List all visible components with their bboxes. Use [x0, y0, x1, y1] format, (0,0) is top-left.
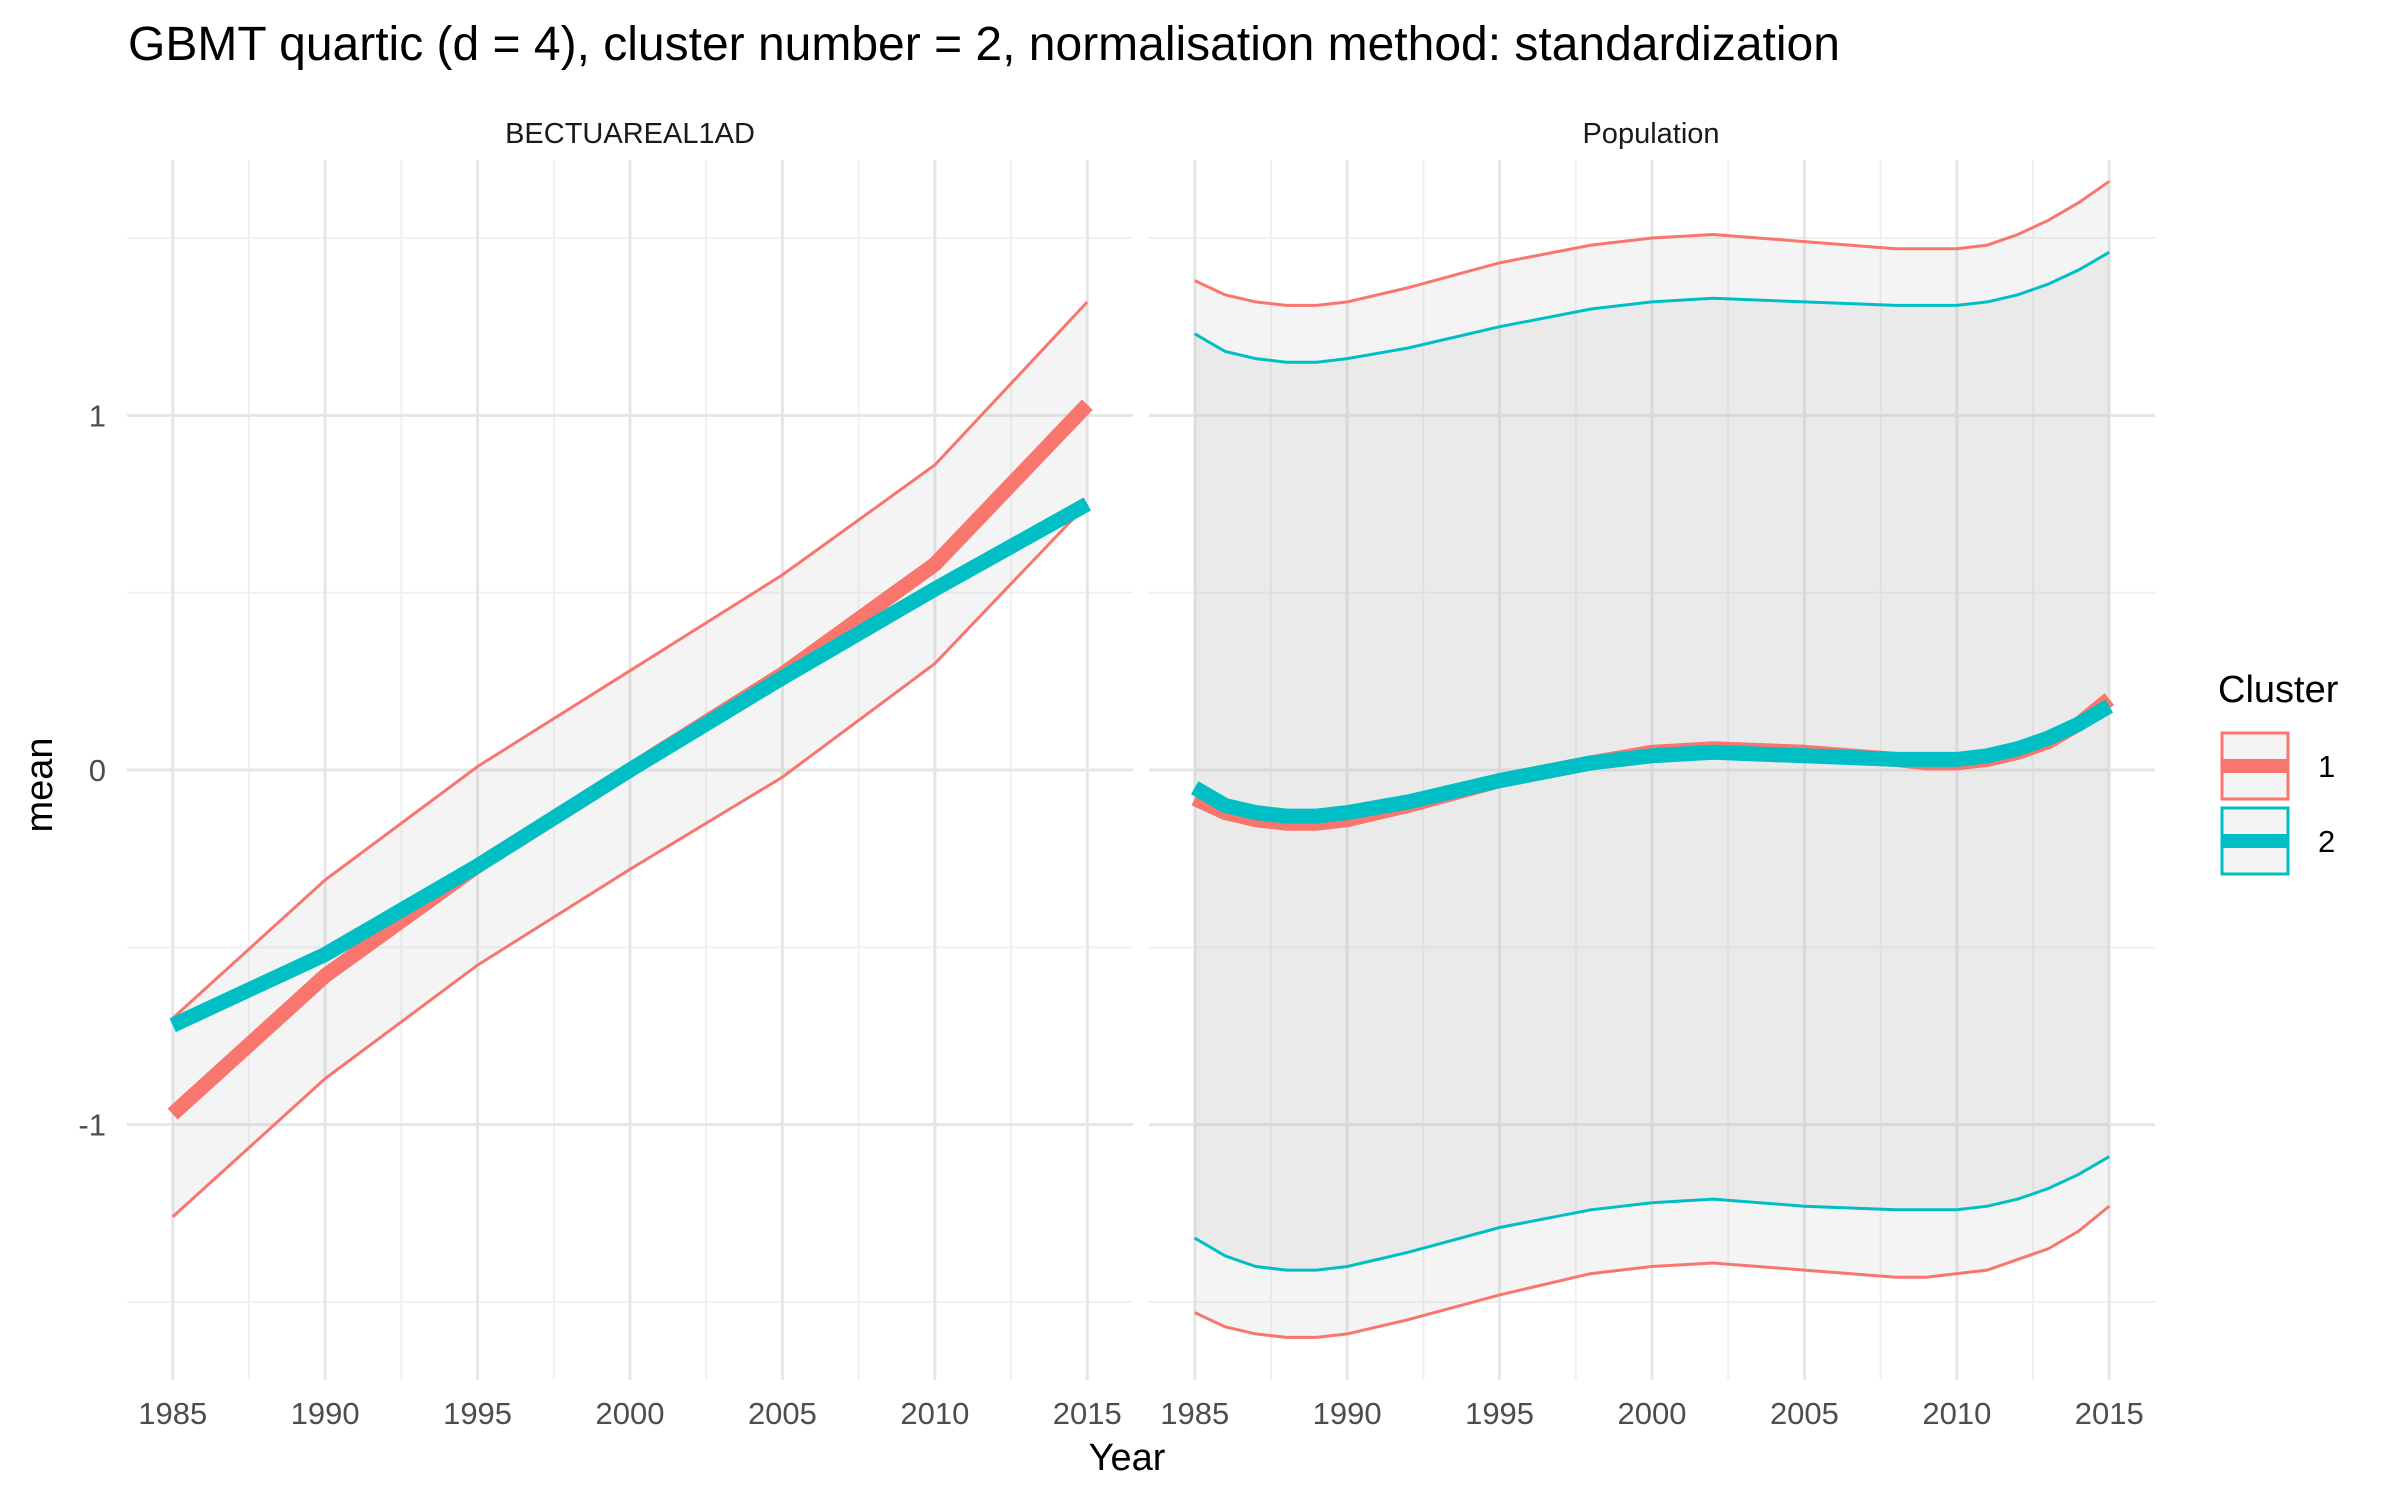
- panel-strip-right: Population: [1582, 118, 1719, 150]
- legend-label-cluster-1: 1: [2318, 749, 2335, 784]
- legend: Cluster 1 2: [2218, 669, 2339, 876]
- x-tick-label: 1985: [1160, 1396, 1229, 1431]
- upper-bound-cluster-2: [1193, 250, 2111, 364]
- y-tick-label: 1: [89, 398, 106, 433]
- y-axis-title: mean: [19, 737, 61, 832]
- ribbon-cluster-1: [172, 301, 1088, 1217]
- chart-title: GBMT quartic (d = 4), cluster number = 2…: [128, 18, 1840, 71]
- mean-line-cluster-2: [1190, 699, 2114, 824]
- mean-line-cluster-2: [169, 497, 1091, 1033]
- x-tick-label: 1995: [443, 1396, 512, 1431]
- y-tick-label: -1: [78, 1108, 106, 1143]
- x-axis-ticks-left: 1985 1990 1995 2000 2005 2010 2015: [138, 1396, 1122, 1431]
- legend-key-cluster-1: 1: [2220, 731, 2335, 801]
- upper-bound-cluster-1: [171, 300, 1089, 1020]
- x-tick-label: 1985: [138, 1396, 207, 1431]
- x-tick-label: 2000: [596, 1396, 665, 1431]
- legend-title: Cluster: [2218, 669, 2339, 711]
- x-tick-label: 2015: [2075, 1396, 2144, 1431]
- upper-bound-cluster-1: [1194, 180, 2111, 307]
- x-tick-label: 2005: [1770, 1396, 1839, 1431]
- x-tick-label: 1995: [1465, 1396, 1534, 1431]
- y-tick-label: 0: [89, 753, 106, 788]
- lower-bound-cluster-1: [171, 502, 1089, 1219]
- x-axis-title: Year: [1089, 1437, 1166, 1479]
- panel-population: [1149, 160, 2155, 1380]
- y-axis-ticks: -1 0 1: [78, 398, 106, 1142]
- panel-bectuareal1ad: [127, 160, 1133, 1380]
- x-tick-label: 1990: [291, 1396, 360, 1431]
- lower-bound-cluster-2: [1193, 1155, 2111, 1272]
- x-tick-label: 2015: [1053, 1396, 1122, 1431]
- panel-strip-left: BECTUAREAL1AD: [505, 118, 755, 150]
- legend-label-cluster-2: 2: [2318, 824, 2335, 859]
- x-tick-label: 1990: [1313, 1396, 1382, 1431]
- x-tick-label: 2010: [900, 1396, 969, 1431]
- lower-bound-cluster-1: [1194, 1205, 2111, 1339]
- x-tick-label: 2005: [748, 1396, 817, 1431]
- legend-key-cluster-2: 2: [2220, 806, 2335, 876]
- x-axis-ticks-right: 1985 1990 1995 2000 2005 2010 2015: [1160, 1396, 2144, 1431]
- x-tick-label: 2000: [1618, 1396, 1687, 1431]
- x-tick-label: 2010: [1922, 1396, 1991, 1431]
